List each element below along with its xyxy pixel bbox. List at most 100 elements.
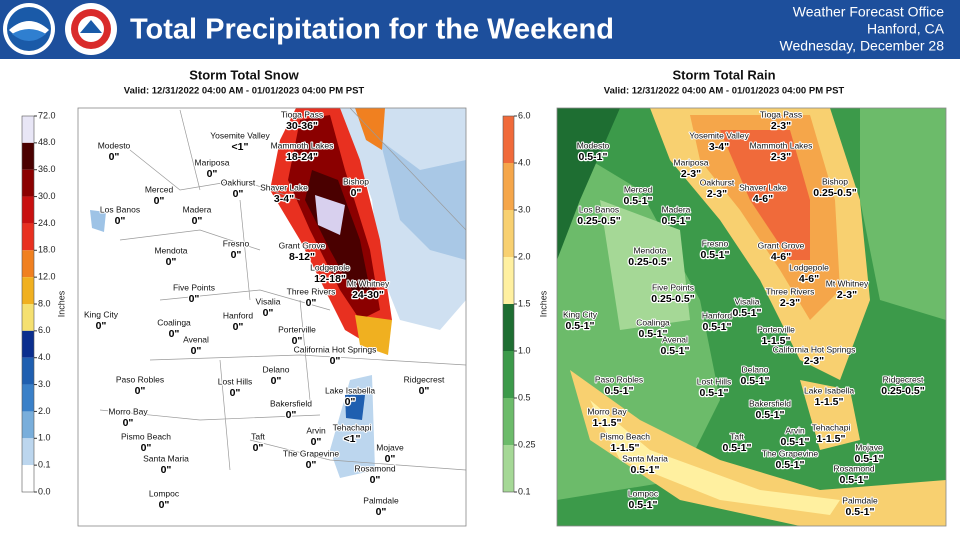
location-name: Mojave bbox=[376, 442, 404, 452]
colorbar-segment bbox=[22, 330, 34, 358]
location-amount: 1-1.5" bbox=[762, 335, 791, 347]
colorbar-segment bbox=[503, 445, 514, 492]
location-name: Lake Isabella bbox=[804, 385, 854, 395]
location-name: Pismo Beach bbox=[600, 431, 650, 441]
colorbar-segment bbox=[22, 223, 34, 251]
location-name: Visalia bbox=[735, 296, 760, 306]
location-name: Lodgepole bbox=[310, 262, 350, 272]
colorbar-segment bbox=[503, 210, 514, 257]
location-amount: 0" bbox=[376, 506, 387, 518]
location-name: Santa Maria bbox=[143, 453, 189, 463]
colorbar-tick-label: 1.5 bbox=[518, 298, 531, 308]
location-name: Tehachapi bbox=[333, 422, 372, 432]
location-name: Lompoc bbox=[149, 488, 180, 498]
location-name: Coalinga bbox=[157, 317, 191, 327]
location-name: Arvin bbox=[306, 425, 326, 435]
location-name: Shaver Lake bbox=[739, 182, 787, 192]
location-name: Merced bbox=[145, 184, 174, 194]
location-amount: 0" bbox=[115, 215, 126, 227]
location-amount: 0" bbox=[306, 297, 317, 309]
location-name: Tioga Pass bbox=[760, 109, 802, 119]
colorbar-tick-label: 36.0 bbox=[38, 164, 56, 174]
location-amount: 0" bbox=[370, 474, 381, 486]
colorbar-tick-label: 6.0 bbox=[38, 325, 51, 335]
location-name: Oakhurst bbox=[700, 177, 735, 187]
map-frame bbox=[556, 107, 947, 527]
location-name: The Grapevine bbox=[762, 448, 818, 458]
location-amount: 0" bbox=[419, 385, 430, 397]
location-name: Grant Grove bbox=[758, 240, 805, 250]
location-name: Grant Grove bbox=[279, 240, 326, 250]
location-amount: 0.5-1" bbox=[566, 320, 595, 332]
location-amount: 0.5-1" bbox=[579, 151, 608, 163]
location-amount: 0" bbox=[306, 459, 317, 471]
location-name: Mt Whitney bbox=[347, 278, 390, 288]
location-name: Bishop bbox=[343, 176, 369, 186]
location-amount: 0.5-1" bbox=[723, 442, 752, 454]
location-amount: 0.25-0.5" bbox=[881, 385, 925, 397]
location-name: Lompoc bbox=[628, 488, 659, 498]
colorbar-segment bbox=[22, 277, 34, 304]
location-amount: 2-3" bbox=[771, 120, 791, 132]
colorbar-tick-label: 3.0 bbox=[38, 379, 51, 389]
colorbar-segment bbox=[22, 438, 34, 466]
location-amount: 0" bbox=[189, 293, 200, 305]
colorbar-segment bbox=[22, 142, 34, 170]
location-name: Coalinga bbox=[636, 317, 670, 327]
location-name: Morro Bay bbox=[587, 406, 627, 416]
colorbar-tick-label: 18.0 bbox=[38, 245, 56, 255]
location-amount: <1" bbox=[232, 141, 249, 153]
location-name: Five Points bbox=[652, 282, 694, 292]
location-name: Shaver Lake bbox=[260, 182, 308, 192]
colorbar-tick-label: 48.0 bbox=[38, 137, 56, 147]
colorbar-segment bbox=[503, 163, 514, 210]
location-amount: 0" bbox=[161, 464, 172, 476]
map-frame bbox=[77, 107, 467, 527]
location-amount: 3-4" bbox=[274, 193, 294, 205]
location-name: Mt Whitney bbox=[826, 278, 869, 288]
location-name: Taft bbox=[730, 431, 744, 441]
location-amount: 0" bbox=[159, 499, 170, 511]
location-amount: 4-6" bbox=[799, 273, 819, 285]
location-amount: 0" bbox=[123, 417, 134, 429]
location-name: Lost Hills bbox=[218, 376, 252, 386]
colorbar-label: Inches bbox=[56, 290, 66, 317]
location-name: Pismo Beach bbox=[121, 431, 171, 441]
colorbar-segment bbox=[22, 169, 34, 197]
location-name: Mariposa bbox=[195, 157, 230, 167]
location-name: Taft bbox=[251, 431, 265, 441]
location-amount: 0" bbox=[192, 215, 203, 227]
colorbar-tick-label: 0.1 bbox=[38, 460, 51, 470]
location-amount: 0" bbox=[292, 335, 303, 347]
panel-title: Storm Total Snow bbox=[189, 67, 299, 82]
colorbar-tick-label: 24.0 bbox=[38, 218, 56, 228]
location-amount: 0" bbox=[169, 328, 180, 340]
location-amount: 0.5-1" bbox=[733, 307, 762, 319]
header-date: Wednesday, December 28 bbox=[780, 38, 945, 54]
location-name: Modesto bbox=[98, 140, 131, 150]
location-amount: <1" bbox=[344, 433, 361, 445]
location-amount: 24-30" bbox=[352, 289, 384, 301]
location-amount: 2-3" bbox=[780, 297, 800, 309]
location-amount: 0.5-1" bbox=[661, 345, 690, 357]
nws-logo bbox=[65, 3, 117, 55]
location-amount: 0.5-1" bbox=[846, 506, 875, 518]
colorbar-tick-label: 1.0 bbox=[38, 433, 51, 443]
colorbar-tick-label: 12.0 bbox=[38, 272, 56, 282]
location-amount: 0" bbox=[231, 249, 242, 261]
location-amount: 30-36" bbox=[286, 120, 318, 132]
location-name: Fresno bbox=[223, 238, 250, 248]
location-amount: 0.5-1" bbox=[781, 436, 810, 448]
location-amount: 18-24" bbox=[286, 151, 318, 163]
location-amount: 0" bbox=[96, 320, 107, 332]
colorbar-tick-label: 4.0 bbox=[38, 352, 51, 362]
location-name: Morro Bay bbox=[108, 406, 148, 416]
location-name: Hanford bbox=[702, 310, 733, 320]
location-amount: 0.5-1" bbox=[741, 375, 770, 387]
colorbar-segment bbox=[22, 465, 34, 492]
panel-valid: Valid: 12/31/2022 04:00 AM - 01/01/2023 … bbox=[604, 86, 845, 97]
location-amount: 0.5-1" bbox=[776, 459, 805, 471]
colorbar-tick-label: 0.1 bbox=[518, 486, 531, 496]
location-amount: 0" bbox=[286, 409, 297, 421]
